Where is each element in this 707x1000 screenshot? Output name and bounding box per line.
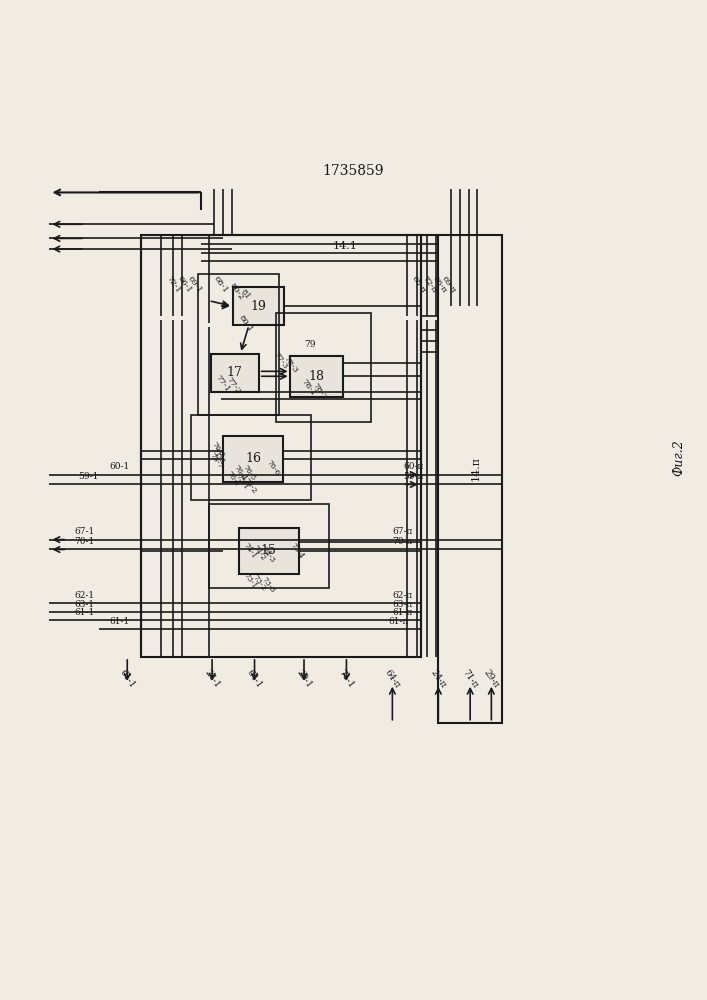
Bar <box>209 504 329 588</box>
Text: 24-1: 24-1 <box>203 668 221 690</box>
Text: 76-2: 76-2 <box>209 441 226 460</box>
Text: 77-3: 77-3 <box>271 351 289 371</box>
Text: 14.1: 14.1 <box>332 241 357 251</box>
Text: 75-7: 75-7 <box>208 451 224 470</box>
Text: 60-1: 60-1 <box>110 462 130 471</box>
Text: 79: 79 <box>304 340 315 349</box>
Text: 71-п: 71-п <box>460 668 480 690</box>
Text: 78-3: 78-3 <box>281 355 299 375</box>
Text: 61-1: 61-1 <box>118 668 136 690</box>
FancyBboxPatch shape <box>211 354 259 392</box>
Text: 60-п: 60-п <box>403 462 423 471</box>
Text: 59-п: 59-п <box>403 472 423 481</box>
Text: 68-п: 68-п <box>410 275 428 295</box>
Text: 62-1: 62-1 <box>74 591 94 600</box>
Text: 76-1: 76-1 <box>225 469 241 488</box>
Text: Фиг.2: Фиг.2 <box>672 439 685 476</box>
Text: 71-1: 71-1 <box>337 668 356 690</box>
Text: 14.п: 14.п <box>470 456 480 481</box>
Text: 75-2: 75-2 <box>242 476 258 495</box>
Bar <box>141 235 421 657</box>
Text: 16: 16 <box>245 452 261 465</box>
Bar <box>198 274 279 415</box>
Text: 62-п: 62-п <box>392 591 413 600</box>
Text: 24-п: 24-п <box>429 668 448 690</box>
Text: 80-1: 80-1 <box>237 314 255 334</box>
Text: 72-1: 72-1 <box>165 275 182 295</box>
Text: 78-2: 78-2 <box>311 382 329 402</box>
Text: 61-1: 61-1 <box>110 617 130 626</box>
FancyBboxPatch shape <box>238 528 298 574</box>
Text: 76-4: 76-4 <box>232 463 248 482</box>
Text: 76-6: 76-6 <box>265 459 281 477</box>
Text: 68-1: 68-1 <box>212 275 230 295</box>
Text: 73-4: 73-4 <box>288 541 305 560</box>
Text: 77-2: 77-2 <box>225 376 243 396</box>
Text: 64-п: 64-п <box>382 668 402 690</box>
Text: 64-1: 64-1 <box>245 668 264 690</box>
Text: 59-1: 59-1 <box>78 472 98 481</box>
Text: 77-1: 77-1 <box>214 374 231 394</box>
Text: 63-п: 63-п <box>392 600 413 609</box>
Text: 71-3: 71-3 <box>209 446 226 465</box>
Text: 70-п: 70-п <box>392 537 413 546</box>
Text: 73-3: 73-3 <box>260 576 276 595</box>
FancyBboxPatch shape <box>223 436 283 482</box>
Bar <box>276 313 371 422</box>
Text: 18: 18 <box>309 370 325 383</box>
Text: 66-1: 66-1 <box>176 275 193 295</box>
Text: 67-п: 67-п <box>392 527 413 536</box>
Text: 15: 15 <box>261 544 276 557</box>
Text: 70-1: 70-1 <box>74 537 95 546</box>
Text: 69-1: 69-1 <box>186 275 204 295</box>
Text: 66-п: 66-п <box>431 275 448 295</box>
Text: 73-1: 73-1 <box>242 572 258 590</box>
Text: 76-5: 76-5 <box>240 463 257 482</box>
Text: 63-1: 63-1 <box>74 600 94 609</box>
Text: 69-п: 69-п <box>440 275 457 295</box>
Text: 17: 17 <box>227 366 243 379</box>
Bar <box>438 235 502 723</box>
Text: 72-п: 72-п <box>421 275 438 295</box>
Text: 29-1: 29-1 <box>295 668 313 690</box>
Text: 74-1: 74-1 <box>242 541 258 560</box>
Text: 74-2: 74-2 <box>251 543 267 562</box>
FancyBboxPatch shape <box>291 356 344 397</box>
Text: 75-1: 75-1 <box>233 473 250 491</box>
Text: 67-1: 67-1 <box>74 527 95 536</box>
Text: 61-п: 61-п <box>392 608 413 617</box>
Text: 73-2: 73-2 <box>251 574 267 592</box>
Text: 61-1: 61-1 <box>74 608 95 617</box>
FancyBboxPatch shape <box>233 287 284 325</box>
Text: 81: 81 <box>239 288 252 301</box>
Bar <box>191 415 311 500</box>
Text: 1735859: 1735859 <box>323 164 384 178</box>
Text: 74-3: 74-3 <box>260 545 276 564</box>
Text: 80-2: 80-2 <box>228 281 245 301</box>
Text: 29-п: 29-п <box>482 668 501 690</box>
Text: 78-1: 78-1 <box>300 378 317 398</box>
Text: 61-п: 61-п <box>389 617 409 626</box>
Text: 19: 19 <box>250 300 266 313</box>
